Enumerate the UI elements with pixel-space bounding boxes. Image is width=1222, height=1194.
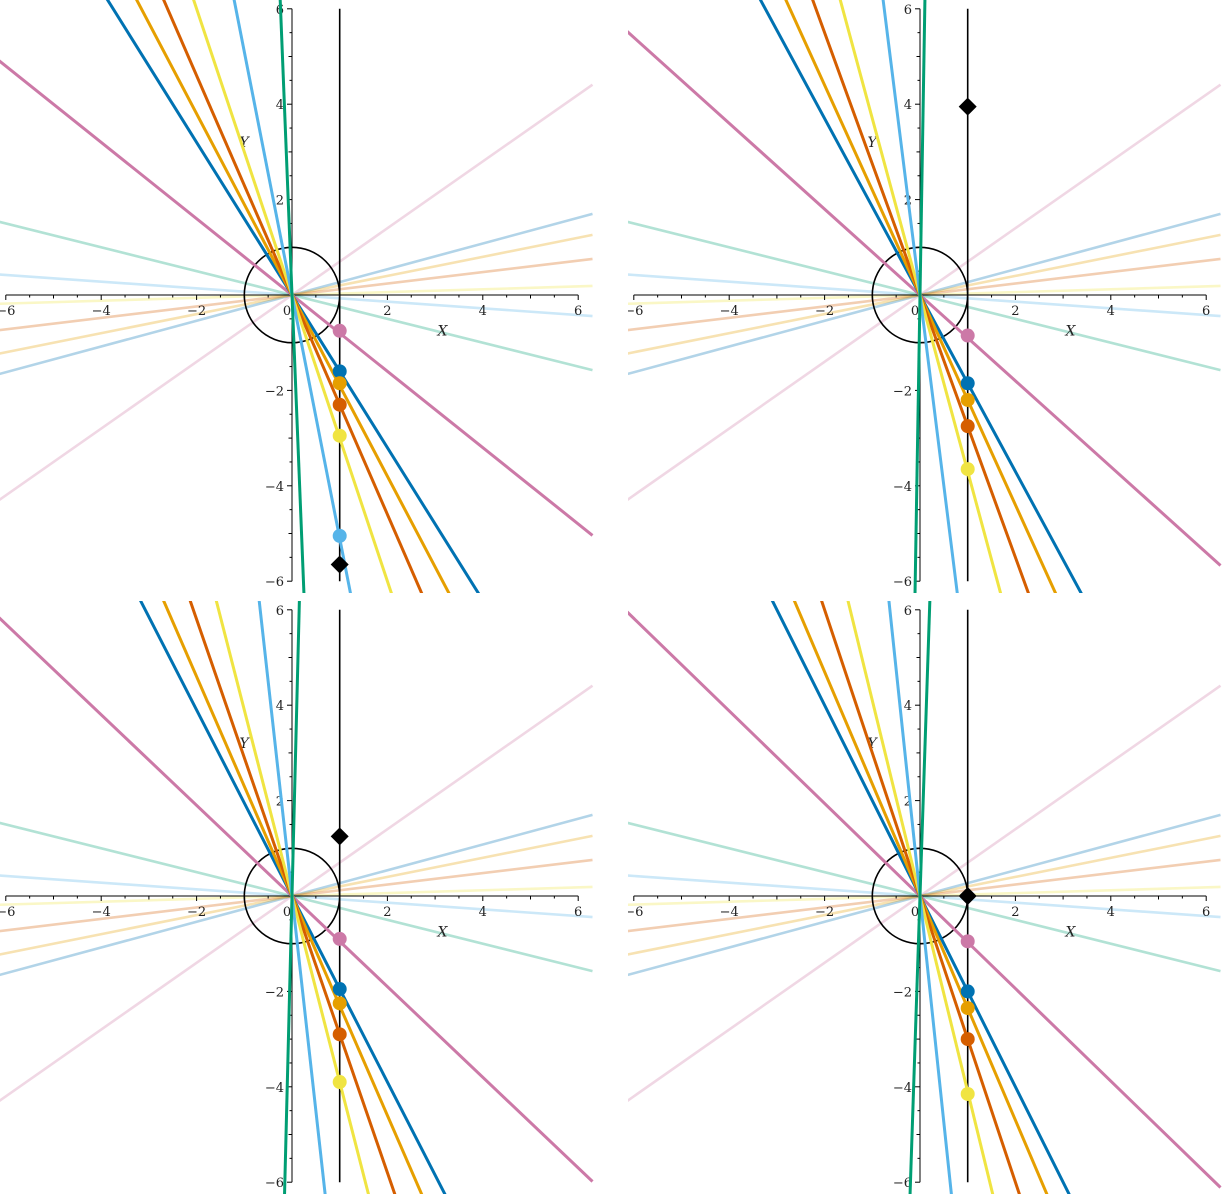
- y-tick-label: 6: [276, 604, 284, 619]
- series-line: [278, 0, 306, 593]
- data-point: [332, 996, 347, 1011]
- data-point: [960, 984, 975, 999]
- x-tick-label: −2: [815, 905, 834, 920]
- diamond-marker: [330, 827, 349, 846]
- y-tick-label: −4: [265, 480, 284, 495]
- y-tick-label: 4: [276, 98, 284, 113]
- series-line: [913, 0, 927, 593]
- data-point: [960, 1001, 975, 1016]
- x-axis-label: X: [1064, 324, 1076, 340]
- data-point: [960, 1086, 975, 1101]
- x-tick-label: 6: [574, 905, 582, 920]
- y-tick-label: 6: [904, 604, 912, 619]
- data-point: [332, 428, 347, 443]
- x-axis-label: X: [1064, 925, 1076, 941]
- x-tick-label: 6: [1202, 304, 1210, 319]
- x-tick-label: 4: [1107, 905, 1115, 920]
- x-tick-label: −6: [628, 905, 643, 920]
- data-point: [332, 397, 347, 412]
- data-point: [332, 376, 347, 391]
- data-point: [332, 323, 347, 338]
- x-tick-label: 2: [383, 304, 391, 319]
- plot-panel-bottom-right: −6 −4 −2 0 2 4 6 −6 −4 −2 2 4 6 X Y: [628, 601, 1222, 1194]
- y-tick-label: 2: [276, 194, 284, 209]
- x-tick-label: 0: [911, 905, 919, 920]
- y-tick-label: 4: [276, 699, 284, 714]
- x-axis-label: X: [436, 925, 448, 941]
- y-tick-label: −2: [265, 384, 284, 399]
- y-tick-label: 4: [904, 699, 912, 714]
- y-tick-label: −4: [893, 480, 912, 495]
- x-tick-label: 4: [479, 905, 487, 920]
- x-tick-label: 2: [1011, 304, 1019, 319]
- diamond-marker: [958, 97, 977, 116]
- y-axis-label: Y: [868, 135, 879, 151]
- x-tick-label: −4: [92, 304, 111, 319]
- y-tick-label: −2: [893, 384, 912, 399]
- x-tick-label: −6: [0, 304, 15, 319]
- y-tick-label: −4: [893, 1081, 912, 1096]
- series-line: [908, 601, 932, 1194]
- x-tick-label: −2: [815, 304, 834, 319]
- x-tick-label: −4: [720, 905, 739, 920]
- y-tick-label: 2: [276, 795, 284, 810]
- y-axis-label: Y: [868, 736, 879, 752]
- x-tick-label: −4: [720, 304, 739, 319]
- y-tick-label: 6: [904, 3, 912, 18]
- x-tick-label: 2: [1011, 905, 1019, 920]
- data-point: [332, 364, 347, 379]
- y-axis-label: Y: [240, 736, 251, 752]
- x-tick-label: −4: [92, 905, 111, 920]
- y-tick-label: −2: [265, 985, 284, 1000]
- diamond-marker: [958, 887, 977, 905]
- data-point: [960, 328, 975, 343]
- x-tick-label: 4: [479, 304, 487, 319]
- data-point: [960, 462, 975, 477]
- y-tick-label: 4: [904, 98, 912, 113]
- y-tick-label: −2: [893, 985, 912, 1000]
- data-point: [960, 934, 975, 949]
- x-tick-label: −2: [187, 905, 206, 920]
- data-point: [332, 1075, 347, 1090]
- y-tick-label: 2: [904, 795, 912, 810]
- data-point: [332, 982, 347, 997]
- x-tick-label: 4: [1107, 304, 1115, 319]
- x-tick-label: 0: [283, 905, 291, 920]
- x-tick-label: 0: [911, 304, 919, 319]
- y-tick-label: −6: [893, 575, 912, 590]
- data-point: [960, 1032, 975, 1047]
- y-tick-label: −4: [265, 1081, 284, 1096]
- data-point: [960, 419, 975, 434]
- data-point: [332, 931, 347, 946]
- x-tick-label: −2: [187, 304, 206, 319]
- data-point: [960, 376, 975, 391]
- x-tick-label: −6: [0, 905, 15, 920]
- y-tick-label: −6: [265, 1176, 284, 1191]
- data-point: [960, 392, 975, 407]
- y-axis-label: Y: [240, 135, 251, 151]
- plot-svg: −6 −4 −2 0 2 4 6 −6 −4 −2 2 4 6 X Y: [0, 601, 594, 1194]
- x-tick-label: 6: [574, 304, 582, 319]
- plot-panel-bottom-left: −6 −4 −2 0 2 4 6 −6 −4 −2 2 4 6 X Y: [0, 601, 611, 1194]
- x-tick-label: −6: [628, 304, 643, 319]
- data-point: [332, 1027, 347, 1042]
- data-point: [332, 528, 347, 543]
- x-tick-label: 6: [1202, 905, 1210, 920]
- x-tick-label: 2: [383, 905, 391, 920]
- series-line: [283, 601, 301, 1194]
- y-tick-label: −6: [265, 575, 284, 590]
- diamond-marker: [330, 555, 349, 574]
- x-axis-label: X: [436, 324, 448, 340]
- x-tick-label: 0: [283, 304, 291, 319]
